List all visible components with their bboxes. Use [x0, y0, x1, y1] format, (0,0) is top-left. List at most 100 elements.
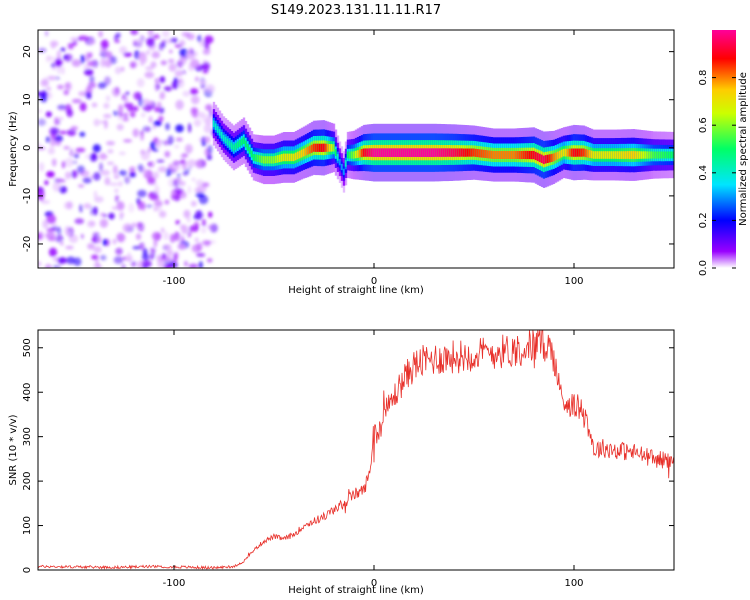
- ridge-cell: [514, 151, 518, 159]
- noise-speckle: [194, 221, 199, 232]
- noise-speckle: [71, 170, 78, 179]
- noise-speckle: [93, 196, 104, 203]
- noise-speckle: [52, 181, 62, 192]
- noise-speckle: [89, 75, 95, 83]
- ridge-cell: [338, 159, 342, 166]
- ridge-cell: [282, 153, 286, 162]
- top-y-tick-label: 10: [22, 93, 33, 106]
- noise-speckle: [203, 39, 210, 49]
- noise-speckle: [198, 80, 207, 85]
- ridge-cell: [346, 151, 350, 159]
- ridge-cell: [600, 151, 604, 159]
- noise-speckle: [142, 264, 148, 268]
- ridge-cell: [522, 150, 526, 159]
- ridge-cell: [388, 148, 392, 157]
- ridge-cell: [552, 153, 556, 162]
- noise-speckle: [83, 64, 90, 70]
- noise-speckle: [107, 149, 114, 154]
- ridge-cell: [364, 148, 368, 157]
- noise-speckle: [171, 80, 180, 90]
- top-x-tick-label: -100: [163, 276, 186, 287]
- noise-speckle: [198, 261, 203, 268]
- ridge-cell: [352, 151, 356, 159]
- noise-speckle: [79, 204, 83, 213]
- noise-speckle: [176, 61, 184, 68]
- ridge-cell: [572, 148, 576, 157]
- noise-speckle: [104, 76, 111, 86]
- ridge-cell: [648, 151, 652, 159]
- ridge-cell: [334, 149, 338, 156]
- noise-speckle: [154, 185, 160, 196]
- ridge-cell: [280, 154, 284, 162]
- ridge-cell: [402, 148, 406, 157]
- noise-speckle: [140, 112, 146, 118]
- ridge-cell: [506, 151, 510, 159]
- noise-speckle: [209, 109, 213, 118]
- ridge-cell: [268, 156, 272, 164]
- top-y-tick-label: -10: [22, 188, 33, 204]
- ridge-cell: [436, 148, 440, 157]
- noise-speckle: [45, 30, 49, 37]
- noise-speckle: [86, 220, 96, 228]
- noise-speckle: [59, 186, 68, 194]
- ridge-cell: [540, 154, 544, 163]
- ridge-cell: [308, 145, 312, 154]
- snr-frame: [37, 329, 675, 571]
- noise-speckle: [175, 99, 184, 110]
- ridge-cell: [576, 148, 580, 157]
- ridge-cell: [620, 151, 624, 159]
- noise-speckle: [153, 206, 158, 212]
- noise-speckle: [187, 231, 192, 238]
- noise-speckle: [188, 47, 194, 55]
- ridge-cell: [524, 150, 528, 160]
- ridge-cell: [656, 151, 660, 159]
- ridge-cell: [532, 150, 536, 160]
- ridge-cell: [650, 151, 654, 159]
- ridge-cell: [314, 143, 318, 152]
- bottom-x-axis-label: Height of straight line (km): [288, 585, 424, 596]
- noise-speckle: [46, 56, 56, 60]
- noise-speckle: [170, 168, 176, 174]
- noise-speckle: [108, 212, 115, 220]
- ridge-cell: [516, 151, 520, 159]
- noise-speckle: [42, 219, 49, 229]
- noise-speckle: [137, 200, 144, 210]
- ridge-cell: [644, 151, 648, 159]
- noise-speckle: [50, 127, 60, 136]
- ridge-cell: [612, 151, 616, 159]
- bottom-y-axis: 0 100 200 300 400 500: [22, 338, 674, 573]
- noise-speckle: [153, 171, 159, 179]
- noise-speckle: [118, 170, 127, 176]
- colorbar-tick-label: 0.2: [698, 212, 709, 228]
- ridge-cell: [284, 153, 288, 162]
- ridge-cell: [312, 143, 316, 152]
- noise-speckle: [153, 238, 158, 248]
- ridge-cell: [654, 151, 658, 159]
- noise-speckle: [199, 38, 205, 47]
- ridge-cell: [562, 148, 566, 157]
- noise-speckle: [97, 82, 107, 89]
- noise-speckle: [190, 58, 200, 69]
- bottom-y-tick-label: 100: [22, 516, 33, 535]
- ridge-cell: [450, 148, 454, 157]
- top-x-axis: -100 0 100: [163, 30, 584, 287]
- colorbar-label: Normalized spectral amplitude: [738, 72, 749, 226]
- noise-speckle: [74, 218, 85, 225]
- ridge-cell: [248, 147, 252, 155]
- ridge-cell: [448, 148, 452, 157]
- noise-speckle: [118, 151, 126, 155]
- noise-speckle: [93, 206, 98, 216]
- noise-speckle: [168, 63, 177, 72]
- ridge-cell: [254, 154, 258, 162]
- ridge-cell: [512, 151, 516, 159]
- ridge-cell: [330, 144, 334, 152]
- noise-speckle: [151, 231, 162, 241]
- noise-speckle: [137, 222, 145, 233]
- ridge-cell: [232, 144, 236, 152]
- noise-speckle: [72, 40, 78, 46]
- noise-speckle: [190, 200, 197, 207]
- ridge-cell: [584, 149, 588, 158]
- ridge-cell: [286, 153, 290, 162]
- noise-speckle: [83, 203, 92, 209]
- ridge-cell: [362, 148, 366, 157]
